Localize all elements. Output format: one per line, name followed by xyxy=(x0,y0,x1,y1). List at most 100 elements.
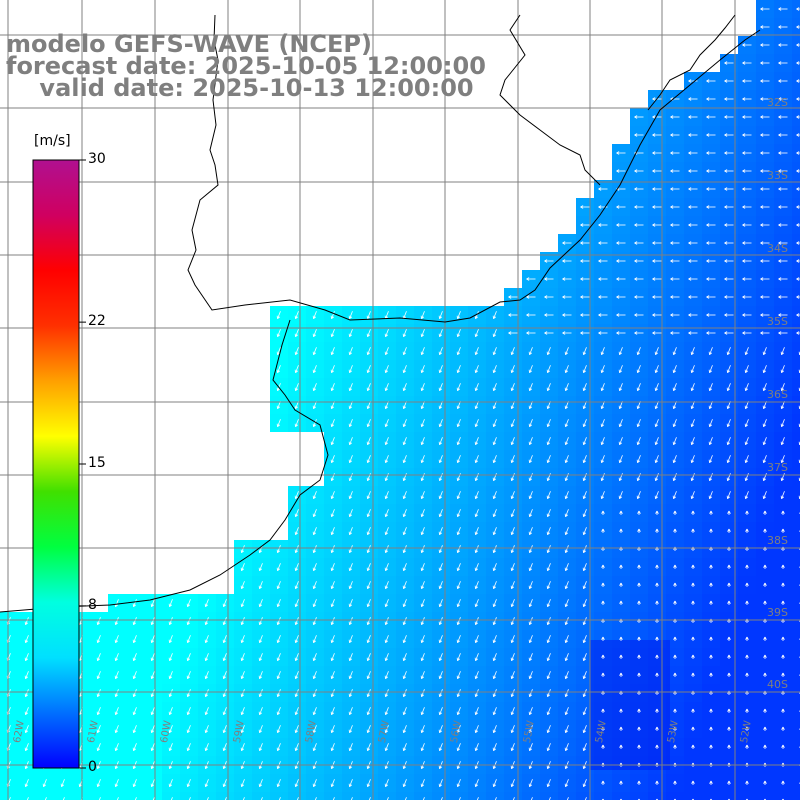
wind-arrow xyxy=(493,401,497,409)
wind-arrow-head xyxy=(367,334,371,338)
wind-arrow xyxy=(439,617,443,625)
wind-cell xyxy=(792,0,800,18)
wind-arrow xyxy=(259,599,263,607)
wind-arrow xyxy=(313,527,317,535)
wind-arrow xyxy=(385,455,389,463)
wind-arrow xyxy=(781,437,785,445)
wind-arrow-head xyxy=(223,604,227,608)
wind-arrow-head xyxy=(781,442,785,446)
wind-arrow-head xyxy=(670,188,674,191)
wind-arrow-head xyxy=(724,169,728,172)
wind-arrow-head xyxy=(508,332,512,335)
wind-arrow-head xyxy=(724,296,728,299)
wind-arrow-head xyxy=(313,730,317,734)
wind-arrow xyxy=(547,581,551,589)
wind-arrow-head xyxy=(706,80,710,83)
wind-arrow-head xyxy=(331,496,335,500)
wind-arrow xyxy=(385,581,389,589)
wind-arrow-head xyxy=(656,528,659,532)
wind-arrow xyxy=(583,347,587,355)
wind-arrow-head xyxy=(620,636,623,640)
wind-arrow-head xyxy=(778,8,782,11)
wind-arrow-head xyxy=(511,604,515,608)
wind-arrow xyxy=(493,743,497,751)
wind-arrow-head xyxy=(781,708,784,712)
wind-arrow xyxy=(781,419,785,427)
wind-arrow-head xyxy=(670,187,674,190)
wind-arrow-head xyxy=(529,352,533,356)
wind-arrow xyxy=(493,509,497,517)
wind-arrow-head xyxy=(511,712,515,716)
wind-arrow-head xyxy=(169,604,173,608)
wind-arrow-head xyxy=(241,712,245,716)
wind-arrow xyxy=(583,527,587,535)
wind-arrow-head xyxy=(745,424,749,428)
wind-arrow-head xyxy=(601,510,604,514)
wind-arrow xyxy=(331,311,335,319)
wind-arrow xyxy=(475,509,479,517)
wind-arrow-head xyxy=(331,712,335,716)
wind-arrow-head xyxy=(637,406,641,410)
wind-arrow-head xyxy=(313,622,317,626)
wind-arrow-head xyxy=(691,406,695,410)
wind-arrow xyxy=(529,581,533,589)
wind-arrow-head xyxy=(763,510,766,514)
wind-arrow-head xyxy=(493,442,497,446)
wind-arrow-head xyxy=(295,370,299,374)
wind-arrow-head xyxy=(688,242,692,245)
wind-arrow-head xyxy=(241,676,245,680)
wind-arrow-head xyxy=(652,313,656,316)
wind-arrow-head xyxy=(727,726,730,730)
wind-arrow-head xyxy=(673,654,676,658)
wind-arrow xyxy=(511,437,515,445)
wind-arrow-head xyxy=(691,582,694,586)
wind-arrow-head xyxy=(259,550,263,554)
wind-arrow-head xyxy=(583,586,587,590)
wind-arrow xyxy=(331,455,335,463)
wind-arrow-head xyxy=(796,26,800,29)
wind-arrow-head xyxy=(796,98,800,101)
wind-arrow-head xyxy=(688,295,692,298)
wind-arrow-head xyxy=(706,170,710,173)
wind-arrow-head xyxy=(763,442,767,446)
wind-arrow-head xyxy=(692,672,695,676)
wind-arrow xyxy=(385,689,389,697)
wind-arrow-head xyxy=(728,582,731,586)
wind-arrow-head xyxy=(778,133,782,136)
wind-arrow-head xyxy=(598,314,602,317)
wind-arrow xyxy=(205,653,209,661)
wind-arrow-head xyxy=(331,694,335,698)
wind-arrow xyxy=(637,437,641,445)
wind-cell xyxy=(720,792,738,800)
wind-arrow-head xyxy=(529,388,533,392)
wind-arrow-head xyxy=(580,223,584,226)
wind-arrow-head xyxy=(764,510,767,514)
wind-arrow-head xyxy=(691,510,694,514)
wind-arrow-head xyxy=(796,296,800,299)
wind-arrow-head xyxy=(634,314,638,317)
wind-arrow-head xyxy=(778,97,782,100)
wind-arrow-head xyxy=(403,694,407,698)
wind-arrow-head xyxy=(691,460,695,464)
wind-arrow-head xyxy=(133,640,137,644)
wind-arrow-head xyxy=(782,654,785,658)
wind-arrow-head xyxy=(475,532,479,536)
wind-arrow-head xyxy=(439,478,443,482)
wind-arrow-head xyxy=(602,582,605,586)
wind-arrow-head xyxy=(688,115,692,118)
wind-arrow-head xyxy=(457,514,461,518)
wind-arrow xyxy=(565,617,569,625)
wind-arrow-head xyxy=(349,370,353,374)
wind-arrow-head xyxy=(241,748,245,752)
wind-arrow-head xyxy=(724,278,728,281)
wind-arrow-head xyxy=(223,694,227,698)
wind-arrow-head xyxy=(511,640,515,644)
wind-arrow xyxy=(385,329,389,337)
wind-arrow-head xyxy=(727,672,730,676)
wind-arrow-head xyxy=(688,241,692,244)
wind-arrow xyxy=(547,653,551,661)
wind-arrow xyxy=(169,653,173,661)
wind-arrow xyxy=(637,347,641,355)
wind-arrow-head xyxy=(724,187,728,190)
wind-arrow-head xyxy=(634,241,638,244)
